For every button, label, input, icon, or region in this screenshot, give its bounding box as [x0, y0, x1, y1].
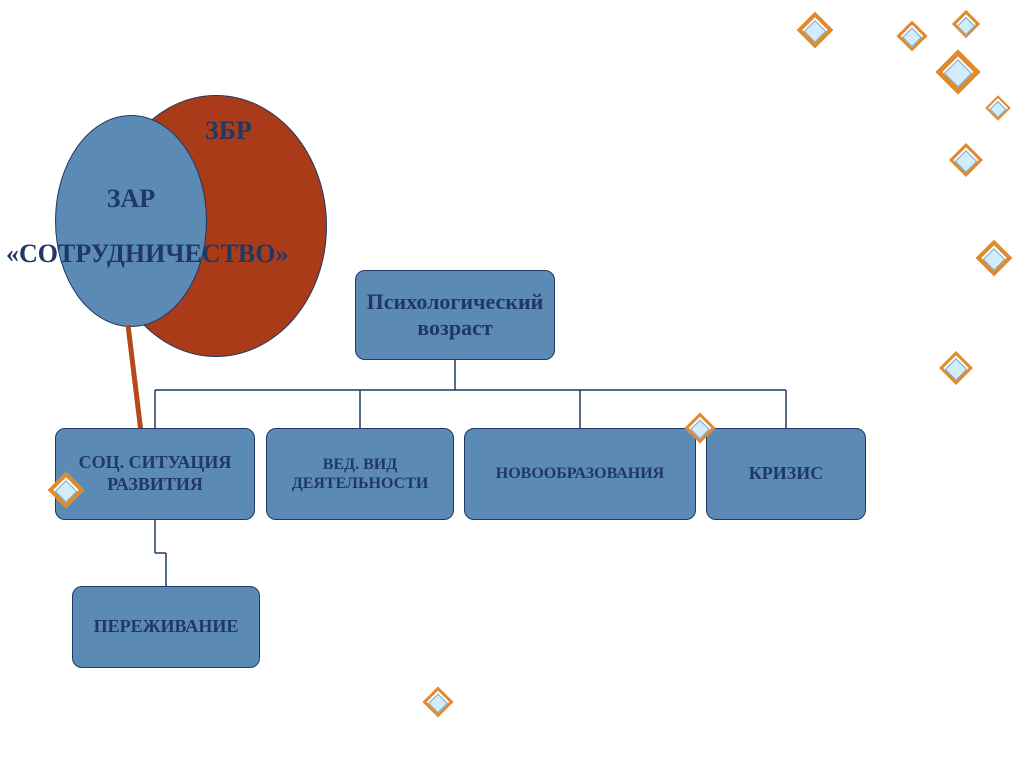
zbr-label: ЗБР	[205, 115, 252, 146]
tree-child-label: СОЦ. СИТУАЦИЯ РАЗВИТИЯ	[79, 452, 232, 495]
decor-diamond-6	[976, 240, 1013, 277]
decor-diamond-2	[952, 10, 980, 38]
tree-child-label: ВЕД. ВИД ДЕЯТЕЛЬНОСТИ	[292, 455, 429, 493]
decor-diamond-10	[422, 686, 453, 717]
tree-grandchild: ПЕРЕЖИВАНИЕ	[72, 586, 260, 668]
zar-ellipse: ЗАР	[55, 115, 207, 327]
tree-child-1: ВЕД. ВИД ДЕЯТЕЛЬНОСТИ	[266, 428, 454, 520]
tree-child-2: НОВООБРАЗОВАНИЯ	[464, 428, 696, 520]
tree-child-label: НОВООБРАЗОВАНИЯ	[496, 464, 664, 483]
zar-label: ЗАР	[107, 184, 155, 214]
diagram-canvas: ЗБР ЗАР «СОТРУДНИЧЕСТВО» Психологический…	[0, 0, 1024, 767]
decor-diamond-3	[935, 49, 980, 94]
decor-diamond-1	[896, 20, 927, 51]
tree-grandchild-label: ПЕРЕЖИВАНИЕ	[94, 616, 239, 638]
decor-diamond-5	[949, 143, 983, 177]
cooperation-label: «СОТРУДНИЧЕСТВО»	[6, 238, 288, 269]
tree-child-3: КРИЗИС	[706, 428, 866, 520]
decor-diamond-4	[985, 95, 1010, 120]
tree-child-label: КРИЗИС	[749, 463, 824, 485]
decor-diamond-7	[939, 351, 973, 385]
tree-root: Психологический возраст	[355, 270, 555, 360]
decor-diamond-0	[797, 12, 834, 49]
tree-child-0: СОЦ. СИТУАЦИЯ РАЗВИТИЯ	[55, 428, 255, 520]
tree-root-label: Психологический возраст	[367, 289, 544, 342]
